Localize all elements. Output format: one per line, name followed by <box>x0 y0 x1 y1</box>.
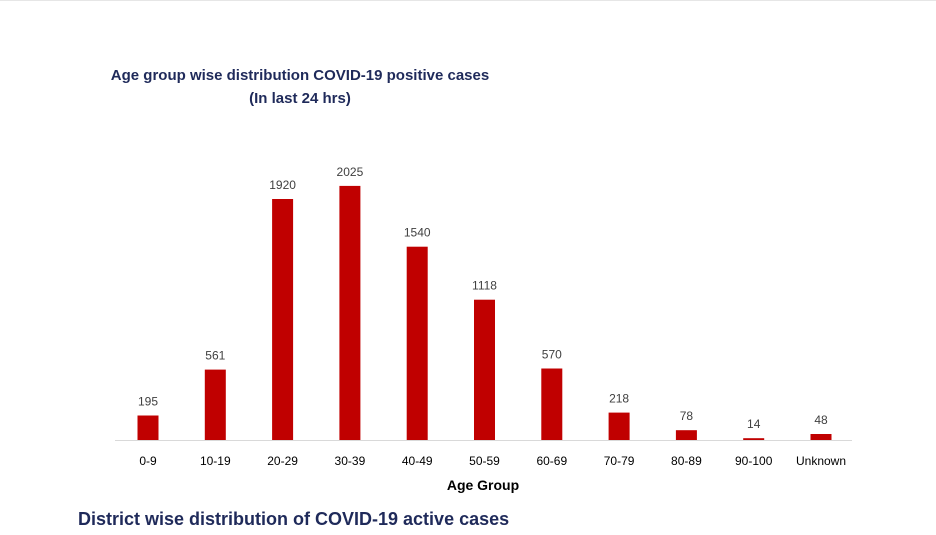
data-label-20-29: 1920 <box>269 178 296 192</box>
x-tick-label-20-29: 20-29 <box>267 454 298 468</box>
data-label-0-9: 195 <box>138 395 158 409</box>
bar-0-9 <box>137 415 159 440</box>
bar-50-59 <box>474 299 495 440</box>
chart-subtitle: (In last 24 hrs) <box>249 90 351 107</box>
x-tick-label-90-100: 90-100 <box>735 454 773 468</box>
data-label-60-69: 570 <box>542 348 562 362</box>
bar-unknown <box>810 434 832 440</box>
bar-30-39 <box>339 185 361 440</box>
bar-80-89 <box>675 430 697 440</box>
chart-title: Age group wise distribution COVID-19 pos… <box>110 67 490 84</box>
x-tick-label-unknown: Unknown <box>796 454 846 468</box>
data-label-40-49: 1540 <box>404 226 431 240</box>
bar-40-49 <box>406 246 428 440</box>
bars-group <box>137 185 832 440</box>
data-label-10-19: 561 <box>205 349 225 363</box>
x-tick-label-80-89: 80-89 <box>671 454 702 468</box>
bar-10-19 <box>204 369 226 440</box>
data-label-50-59: 1118 <box>472 279 497 293</box>
x-axis-title: Age Group <box>447 477 519 493</box>
bar-60-69 <box>541 368 563 440</box>
bar-90-100 <box>743 438 765 440</box>
x-tick-label-30-39: 30-39 <box>335 454 366 468</box>
labels-group: 195 0-9 561 10-19 1920 20-29 2025 30-39 1540 40-4… <box>138 165 846 468</box>
data-label-70-79: 218 <box>609 392 629 406</box>
x-tick-label-50-59: 50-59 <box>469 454 500 468</box>
x-tick-label-60-69: 60-69 <box>536 454 567 468</box>
bar-20-29 <box>272 199 294 440</box>
data-label-unknown: 48 <box>814 413 828 427</box>
data-label-30-39: 2025 <box>337 165 364 179</box>
data-label-80-89: 78 <box>680 409 694 423</box>
x-tick-label-70-79: 70-79 <box>604 454 635 468</box>
x-tick-label-10-19: 10-19 <box>200 454 231 468</box>
bar-70-79 <box>608 412 630 440</box>
top-divider <box>0 0 936 1</box>
data-label-90-100: 14 <box>747 417 761 431</box>
district-section-heading: District wise distribution of COVID-19 a… <box>78 509 510 529</box>
x-tick-label-0-9: 0-9 <box>139 454 157 468</box>
x-tick-label-40-49: 40-49 <box>402 454 433 468</box>
